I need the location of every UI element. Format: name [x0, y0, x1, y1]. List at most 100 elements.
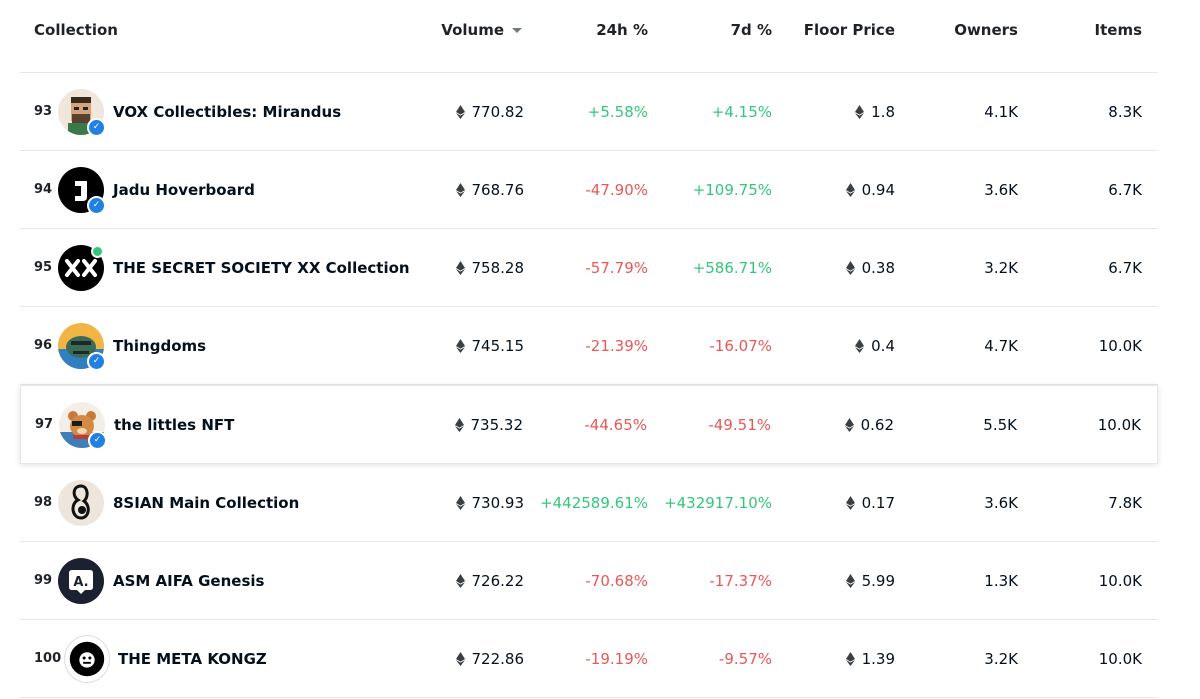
volume: 722.86	[455, 620, 525, 697]
rank: 100	[34, 651, 62, 666]
header-24h[interactable]: 24h %	[596, 21, 648, 39]
owners: 5.5K	[983, 415, 1017, 434]
table-row[interactable]: 99 A. ASM AIFA Genesis 726.22 -70.68% -1…	[20, 542, 1158, 620]
table-row[interactable]: 97 ✓ the littles NFT 735.32 -44.65% -49.…	[20, 385, 1158, 464]
volume-value: 726.22	[471, 571, 525, 590]
collection-name[interactable]: THE META KONGZ	[118, 649, 267, 668]
collection-name[interactable]: Jadu Hoverboard	[113, 180, 255, 199]
floor-price: 1.39	[845, 620, 895, 697]
volume: 730.93	[455, 464, 525, 541]
floor-value: 5.99	[861, 571, 895, 590]
floor-price: 0.4	[855, 307, 895, 384]
collection-avatar[interactable]: ✓	[58, 88, 106, 137]
floor-price: 5.99	[845, 542, 895, 619]
rank: 97	[35, 417, 54, 432]
change-7d: -16.07%	[709, 336, 772, 355]
floor-price: 0.17	[845, 464, 895, 541]
owners: 4.1K	[984, 102, 1018, 121]
volume-value: 735.32	[470, 415, 524, 434]
collection-name[interactable]: the littles NFT	[114, 415, 235, 434]
items: 10.0K	[1097, 415, 1141, 434]
owners: 3.2K	[984, 258, 1018, 277]
collections-table: Collection Volume 24h % 7d % Floor Price…	[20, 0, 1158, 698]
change-24h: -21.39%	[585, 336, 648, 355]
eth-icon	[845, 573, 855, 588]
floor-value: 1.39	[861, 649, 895, 668]
collection-avatar[interactable]	[58, 479, 104, 526]
eth-icon	[454, 417, 464, 432]
header-7d[interactable]: 7d %	[730, 21, 772, 39]
change-24h: -70.68%	[585, 571, 648, 590]
verified-badge-icon: ✓	[87, 195, 106, 215]
volume-value: 722.86	[471, 649, 525, 668]
svg-text:A.: A.	[73, 575, 88, 590]
rank: 94	[34, 182, 53, 197]
volume: 745.15	[455, 307, 525, 384]
eth-icon	[855, 338, 865, 353]
floor-value: 0.4	[871, 336, 895, 355]
change-24h: +442589.61%	[540, 493, 648, 512]
eth-icon	[455, 338, 465, 353]
header-items[interactable]: Items	[1094, 21, 1142, 39]
eth-icon	[455, 260, 465, 275]
collection-avatar[interactable]: A.	[58, 557, 104, 604]
header-floor-price[interactable]: Floor Price	[803, 21, 895, 39]
collection-name[interactable]: Thingdoms	[113, 336, 207, 355]
change-24h: -44.65%	[584, 415, 647, 434]
change-7d: +109.75%	[692, 180, 772, 199]
items: 6.7K	[1108, 180, 1142, 199]
collection-name[interactable]: ASM AIFA Genesis	[113, 571, 265, 590]
rank: 96	[34, 338, 53, 353]
volume: 726.22	[455, 542, 525, 619]
header-volume-sort[interactable]: Volume	[441, 21, 522, 39]
collection-avatar[interactable]: ✓	[58, 322, 106, 371]
change-7d: -49.51%	[708, 415, 771, 434]
collection-name[interactable]: VOX Collectibles: Mirandus	[113, 102, 342, 121]
eth-icon	[455, 182, 465, 197]
header-owners[interactable]: Owners	[954, 21, 1018, 39]
change-24h: -57.79%	[585, 258, 648, 277]
sort-down-icon	[512, 28, 522, 33]
change-7d: +586.71%	[692, 258, 772, 277]
verified-badge-icon: ✓	[87, 117, 106, 137]
rank: 98	[34, 495, 53, 510]
volume-value: 730.93	[471, 493, 525, 512]
volume: 768.76	[455, 151, 524, 228]
eth-icon	[455, 104, 465, 119]
owners: 3.6K	[984, 493, 1018, 512]
items: 8.3K	[1108, 102, 1142, 121]
volume-value: 745.15	[471, 336, 525, 355]
eth-icon	[455, 651, 465, 666]
table-header: Collection Volume 24h % 7d % Floor Price…	[20, 0, 1158, 73]
online-status-icon	[91, 244, 104, 258]
floor-price: 0.62	[844, 386, 894, 463]
volume-value: 770.82	[471, 102, 525, 121]
header-volume-label: Volume	[441, 21, 504, 39]
collection-avatar[interactable]: ✓	[59, 401, 107, 450]
owners: 3.2K	[984, 649, 1018, 668]
change-7d: +4.15%	[711, 102, 772, 121]
collection-avatar[interactable]	[58, 244, 104, 291]
floor-price: 0.38	[845, 229, 895, 306]
collection-name[interactable]: 8SIAN Main Collection	[113, 493, 300, 512]
items: 6.7K	[1108, 258, 1142, 277]
collection-avatar[interactable]	[64, 634, 110, 683]
table-row[interactable]: 96 ✓ Thingdoms 745.15 -21.39% -16.07% 0.…	[20, 307, 1158, 385]
table-row[interactable]: 94 ✓ Jadu Hoverboard 768.76 -47.90% +109…	[20, 151, 1158, 229]
verified-badge-icon: ✓	[87, 351, 106, 371]
floor-value: 1.8	[871, 102, 895, 121]
floor-value: 0.62	[860, 415, 894, 434]
table-row[interactable]: 95 THE SECRET SOCIETY XX Collection 758.…	[20, 229, 1158, 307]
eth-icon	[455, 495, 465, 510]
collection-name[interactable]: THE SECRET SOCIETY XX Collection	[113, 258, 410, 277]
table-row[interactable]: 100 THE META KONGZ 722.86 -19.19% -9.57%…	[20, 620, 1158, 698]
floor-price: 0.94	[845, 151, 895, 228]
table-row[interactable]: 93 ✓ VOX Collectibles: Mirandus 770.82 +…	[20, 73, 1158, 151]
owners: 4.7K	[984, 336, 1018, 355]
collection-avatar[interactable]: ✓	[58, 166, 106, 215]
items: 10.0K	[1098, 571, 1142, 590]
eth-icon	[855, 104, 865, 119]
table-row[interactable]: 98 8SIAN Main Collection 730.93 +442589.…	[20, 464, 1158, 542]
floor-value: 0.94	[861, 180, 895, 199]
floor-price: 1.8	[855, 73, 895, 150]
